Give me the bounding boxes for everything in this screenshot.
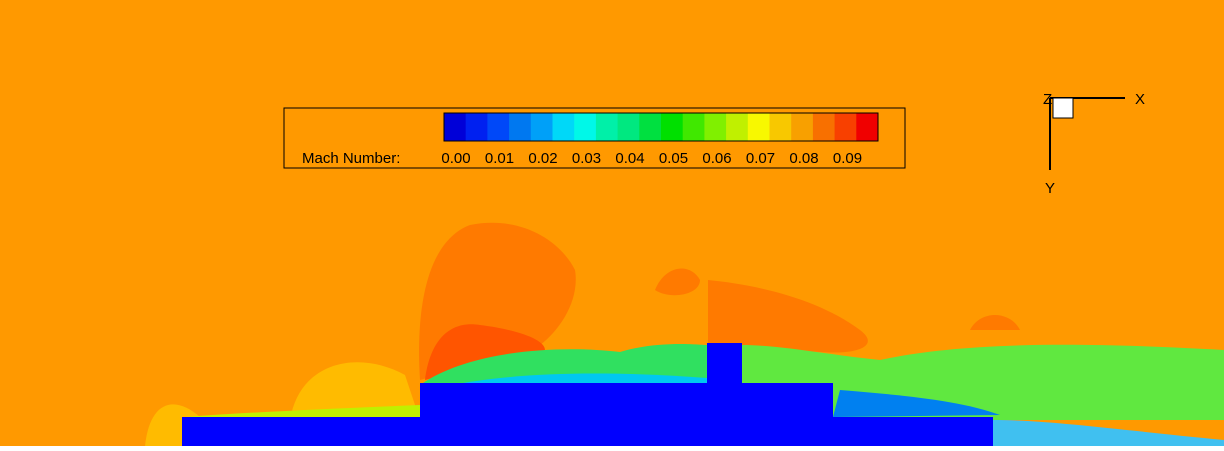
colorbar-band [639,113,662,141]
colorbar-band [530,113,553,141]
colorbar-band [552,113,575,141]
colorbar-tick-label: 0.00 [441,150,470,167]
legend-box [283,107,906,169]
colorbar-band [574,113,597,141]
colorbar-band [617,113,640,141]
axis-triad: Z X Y [1043,91,1145,197]
colorbar-band [812,113,836,141]
colorbar-tick-label: 0.08 [789,150,818,167]
solid-body [182,343,993,446]
colorbar-tick-label: 0.01 [485,150,514,167]
colorbar-band [704,113,727,141]
axis-label: Z [1043,91,1052,108]
colorbar-band [595,113,619,141]
colorbar-tick-label: 0.04 [615,150,644,167]
colorbar-band [726,113,749,141]
axis-label: Y [1045,180,1055,197]
axis-label: X [1135,91,1145,108]
colorbar-band [834,113,857,141]
colorbar-frame [443,112,879,142]
colorbar-tick-label: 0.05 [659,150,688,167]
colorbar-tick-label: 0.06 [702,150,731,167]
colorbar-tick-label: 0.03 [572,150,601,167]
colorbar-band [661,113,684,141]
colorbar-band [509,113,532,141]
colorbar: 0.00 0.01 0.02 0.03 0.04 0.05 0.06 0.07 0.08 0.09 [441,112,879,167]
colorbar-band [769,113,792,141]
colorbar-tick-label: 0.07 [746,150,775,167]
colorbar-band [791,113,814,141]
colorbar-band [682,113,705,141]
colorbar-band [487,113,510,141]
colorbar-band [856,113,879,141]
colorbar-tick-label: 0.02 [528,150,557,167]
colorbar-band [747,113,770,141]
colorbar-band [465,113,488,141]
colorbar-label: Mach Number: [302,150,400,167]
colorbar-band [444,113,467,141]
colorbar-tick-label: 0.09 [833,150,862,167]
